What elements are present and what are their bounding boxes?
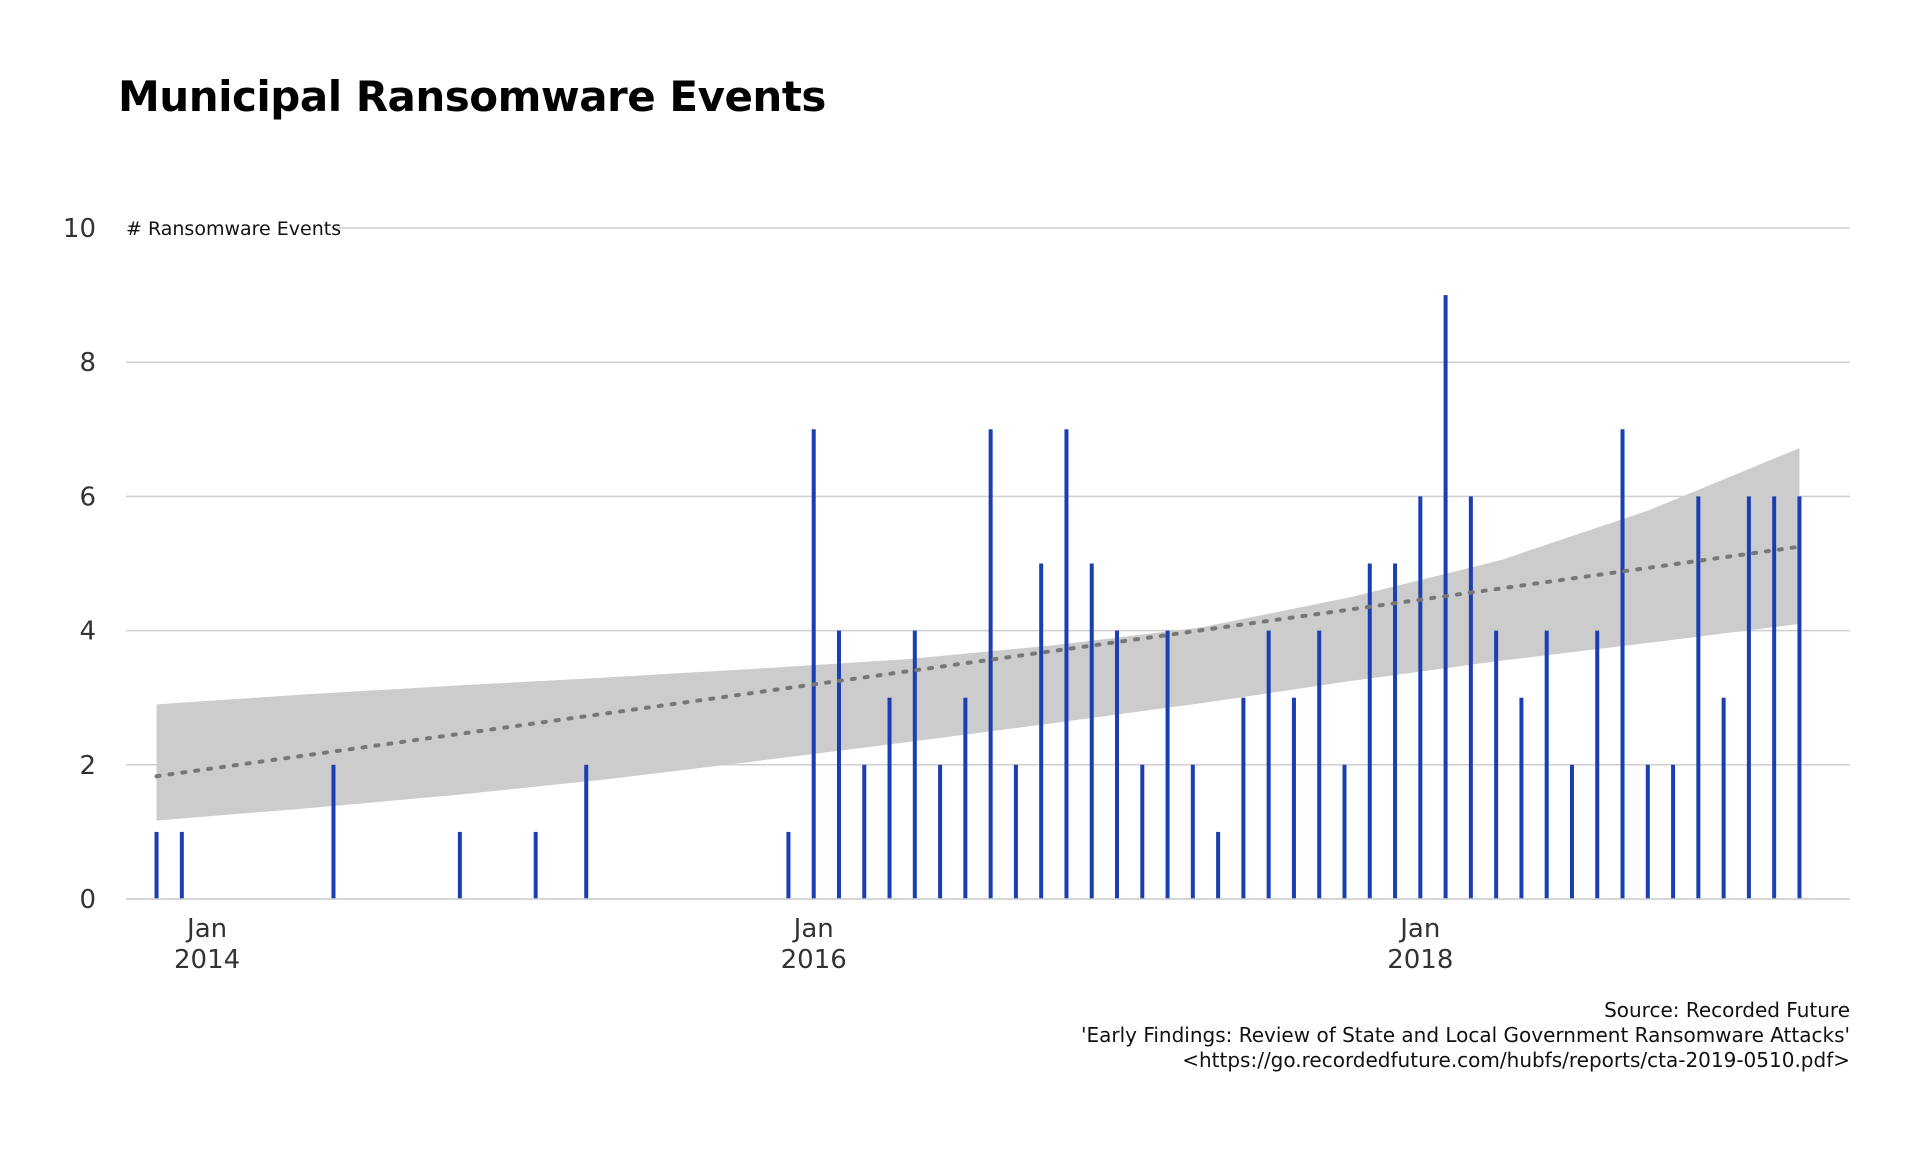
bar-2018-04 — [1494, 630, 1499, 899]
bar-2017-12 — [1393, 563, 1398, 899]
bar-2018-11 — [1671, 764, 1676, 899]
y-tick-label-0: 0 — [79, 885, 96, 915]
bar-2016-08 — [988, 429, 993, 899]
x-tick-month-0: Jan — [185, 914, 227, 944]
bar-2016-10 — [1039, 563, 1044, 899]
bar-2018-05 — [1519, 697, 1524, 899]
bar-2017-07 — [1266, 630, 1271, 899]
bar-2014-11 — [457, 831, 462, 899]
bar-2013-11 — [154, 831, 159, 899]
bar-2016-07 — [963, 697, 968, 899]
bar-2016-12 — [1089, 563, 1094, 899]
bar-2018-12 — [1696, 496, 1701, 899]
bar-2019-01 — [1721, 697, 1726, 899]
bar-2017-02 — [1140, 764, 1145, 899]
bar-2017-06 — [1241, 697, 1246, 899]
bar-2017-08 — [1291, 697, 1296, 899]
bar-2018-06 — [1544, 630, 1549, 899]
caption-line-3: <https://go.recordedfuture.com/hubfs/rep… — [1182, 1048, 1850, 1072]
bar-2013-12 — [179, 831, 184, 899]
bar-2017-05 — [1216, 831, 1221, 899]
trend-line — [154, 544, 1802, 779]
x-tick-month-1: Jan — [792, 914, 834, 944]
bar-2015-02 — [533, 831, 538, 899]
x-tick-year-2: 2018 — [1387, 945, 1453, 975]
bar-2019-04 — [1797, 496, 1802, 899]
trend-dotted-line — [154, 544, 1802, 779]
bar-2016-02 — [836, 630, 841, 899]
bar-2016-03 — [862, 764, 867, 899]
bar-2017-11 — [1367, 563, 1372, 899]
bar-2017-04 — [1190, 764, 1195, 899]
bar-2018-01 — [1418, 496, 1423, 899]
y-tick-label-10: 10 — [63, 214, 96, 244]
bar-2018-08 — [1595, 630, 1600, 899]
caption-line-1: Source: Recorded Future — [1604, 998, 1850, 1022]
bar-2016-06 — [938, 764, 943, 899]
bar-2017-01 — [1115, 630, 1120, 899]
bar-2017-09 — [1317, 630, 1322, 899]
bar-2016-09 — [1013, 764, 1018, 899]
y-tick-label-4: 4 — [79, 617, 96, 647]
caption-line-2: 'Early Findings: Review of State and Loc… — [1080, 1023, 1850, 1047]
bar-2018-09 — [1620, 429, 1625, 899]
bar-2018-07 — [1569, 764, 1574, 899]
y-tick-label-2: 2 — [79, 751, 96, 781]
confidence-band — [156, 448, 1800, 821]
source-caption: Source: Recorded Future 'Early Findings:… — [1081, 998, 1850, 1073]
chart-title: Municipal Ransomware Events — [118, 72, 826, 121]
y-axis-label: # Ransomware Events — [126, 218, 341, 240]
bar-2019-02 — [1746, 496, 1751, 899]
bar-2016-11 — [1064, 429, 1069, 899]
bar-2014-06 — [331, 764, 336, 899]
bar-2015-04 — [584, 764, 589, 899]
bar-2019-03 — [1772, 496, 1777, 899]
bar-2016-01 — [811, 429, 816, 899]
bar-2017-03 — [1165, 630, 1170, 899]
bar-2017-10 — [1342, 764, 1347, 899]
y-tick-label-6: 6 — [79, 482, 96, 512]
y-tick-label-8: 8 — [79, 348, 96, 378]
bar-2015-12 — [786, 831, 791, 899]
bar-2018-10 — [1645, 764, 1650, 899]
bar-2018-03 — [1468, 496, 1473, 899]
bar-2016-04 — [887, 697, 892, 899]
bar-2016-05 — [912, 630, 917, 899]
x-tick-month-2: Jan — [1398, 914, 1440, 944]
x-tick-year-1: 2016 — [781, 945, 847, 975]
confidence-band-area — [156, 448, 1800, 821]
x-tick-year-0: 2014 — [174, 945, 240, 975]
